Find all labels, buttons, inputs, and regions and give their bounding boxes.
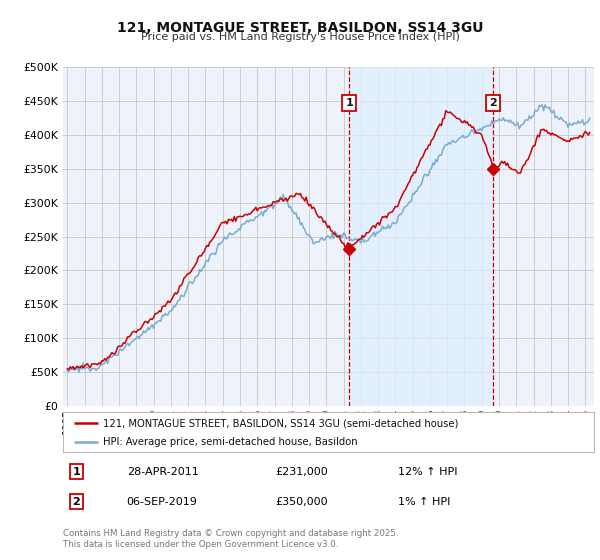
Text: 2: 2 [73,497,80,507]
Text: 1: 1 [73,467,80,477]
Text: 1: 1 [346,98,353,108]
Text: £350,000: £350,000 [275,497,328,507]
Text: Price paid vs. HM Land Registry's House Price Index (HPI): Price paid vs. HM Land Registry's House … [140,32,460,42]
Text: 121, MONTAGUE STREET, BASILDON, SS14 3GU: 121, MONTAGUE STREET, BASILDON, SS14 3GU [117,21,483,35]
Text: HPI: Average price, semi-detached house, Basildon: HPI: Average price, semi-detached house,… [103,437,358,446]
Bar [349,67,493,406]
Text: 1% ↑ HPI: 1% ↑ HPI [398,497,450,507]
Text: 28-APR-2011: 28-APR-2011 [127,467,199,477]
Text: Contains HM Land Registry data © Crown copyright and database right 2025.
This d: Contains HM Land Registry data © Crown c… [63,529,398,549]
Text: 121, MONTAGUE STREET, BASILDON, SS14 3GU (semi-detached house): 121, MONTAGUE STREET, BASILDON, SS14 3GU… [103,418,458,428]
Text: £231,000: £231,000 [275,467,328,477]
Text: 12% ↑ HPI: 12% ↑ HPI [398,467,457,477]
Text: 06-SEP-2019: 06-SEP-2019 [127,497,197,507]
Text: 2: 2 [490,98,497,108]
